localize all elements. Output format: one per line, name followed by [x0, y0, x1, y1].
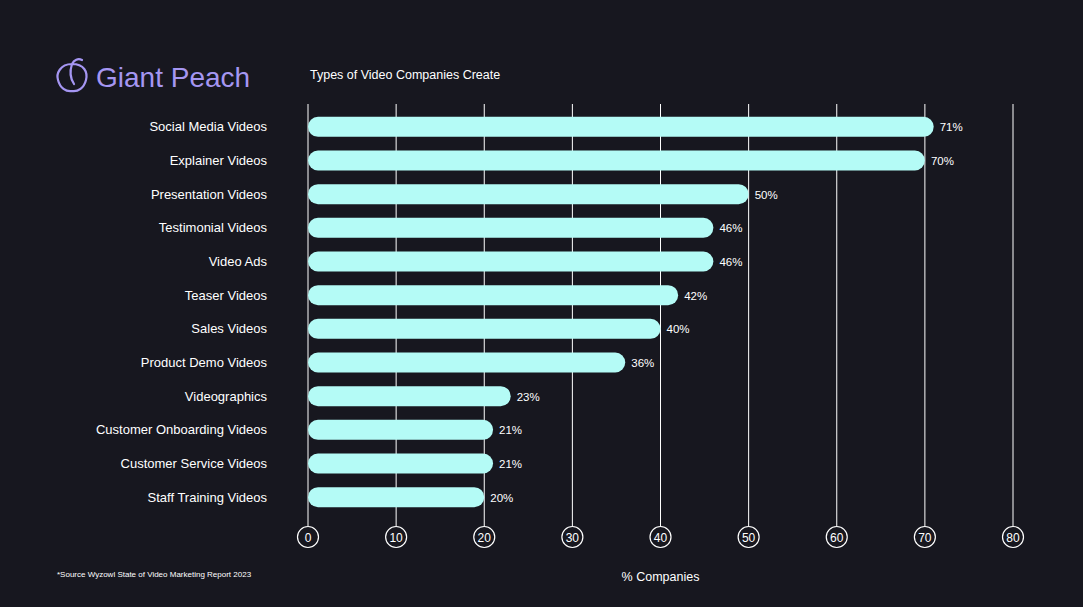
x-axis: 0 10 20 30 40 50 60 70 80 — [298, 527, 1024, 548]
tick-label: 80 — [1006, 531, 1020, 545]
tick-mark — [298, 527, 319, 548]
category-label: Explainer Videos — [170, 153, 268, 168]
bar — [308, 487, 484, 507]
data-label: 40% — [667, 323, 690, 335]
tick-label: 30 — [566, 531, 580, 545]
logo-icon — [58, 59, 87, 91]
bar — [308, 151, 925, 171]
tick-mark — [1003, 527, 1024, 548]
tick-mark — [738, 527, 759, 548]
category-label: Customer Onboarding Videos — [96, 422, 268, 437]
tick-label: 70 — [918, 531, 932, 545]
bar — [308, 218, 713, 238]
bar — [308, 285, 678, 305]
axis-title: % Companies — [622, 570, 700, 584]
bar — [308, 420, 493, 440]
labels: Social Media Videos 71% Explainer Videos 70… — [96, 119, 963, 504]
data-label: 23% — [517, 391, 540, 403]
category-label: Product Demo Videos — [141, 355, 268, 370]
bar — [308, 252, 713, 272]
tick-mark — [474, 527, 495, 548]
tick-label: 20 — [478, 531, 492, 545]
data-label: 42% — [684, 290, 707, 302]
grid-line — [1013, 104, 1014, 526]
tick-label: 0 — [305, 531, 312, 545]
data-label: 46% — [719, 222, 742, 234]
grid — [308, 104, 1013, 526]
background — [0, 0, 1083, 607]
data-label: 46% — [719, 256, 742, 268]
bar — [308, 117, 934, 137]
data-label: 50% — [755, 189, 778, 201]
logo: Giant Peach — [58, 59, 251, 93]
bar — [308, 353, 625, 373]
logo-text: Giant Peach — [96, 62, 250, 93]
data-label: 36% — [631, 357, 654, 369]
data-label: 21% — [499, 458, 522, 470]
bars — [308, 117, 934, 507]
tick-label: 10 — [389, 531, 403, 545]
source-note: *Source Wyzowl State of Video Marketing … — [57, 570, 252, 579]
category-label: Video Ads — [209, 254, 268, 269]
grid-line — [924, 104, 925, 526]
data-label: 70% — [931, 155, 954, 167]
tick-mark — [914, 527, 935, 548]
tick-mark — [826, 527, 847, 548]
category-label: Social Media Videos — [149, 119, 267, 134]
bar — [308, 454, 493, 474]
category-label: Sales Videos — [191, 321, 267, 336]
tick-mark — [386, 527, 407, 548]
tick-mark — [650, 527, 671, 548]
bar — [308, 319, 661, 339]
chart: Giant Peach Types of Video Companies Crea… — [0, 0, 1083, 607]
data-label: 21% — [499, 424, 522, 436]
title: Types of Video Companies Create — [310, 68, 500, 82]
category-label: Videographics — [185, 389, 268, 404]
category-label: Testimonial Videos — [159, 220, 268, 235]
tick-label: 40 — [654, 531, 668, 545]
bar — [308, 184, 749, 204]
category-label: Teaser Videos — [185, 288, 268, 303]
tick-mark — [562, 527, 583, 548]
data-label: 20% — [490, 492, 513, 504]
tick-label: 60 — [830, 531, 844, 545]
category-label: Presentation Videos — [151, 187, 268, 202]
category-label: Staff Training Videos — [148, 490, 268, 505]
category-label: Customer Service Videos — [121, 456, 268, 471]
bar — [308, 386, 511, 406]
data-label: 71% — [940, 121, 963, 133]
tick-label: 50 — [742, 531, 756, 545]
